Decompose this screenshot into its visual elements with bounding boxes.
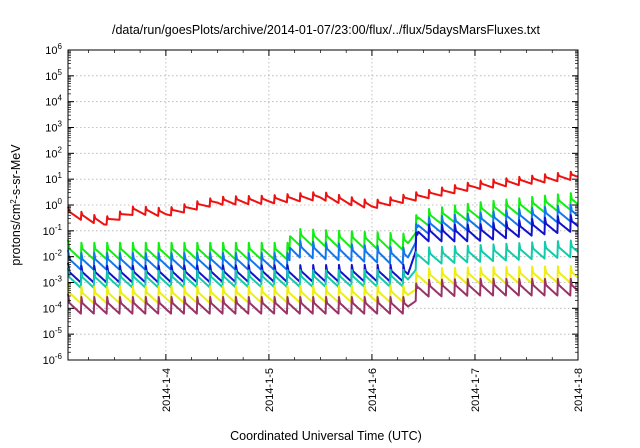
y-axis-label: protons/cm2-s-sr-MeV [9,144,23,266]
y-tick-label: 100 [45,197,62,212]
x-tick-label: 2014-1-8 [573,368,585,412]
series-line [67,277,579,315]
y-tick-label: 103 [45,120,62,135]
x-axis-label: Coordinated Universal Time (UTC) [230,429,422,443]
series-group [67,170,579,315]
y-tick-label: 10-2 [43,249,63,264]
series-line [67,170,579,226]
x-tick-label: 2014-1-7 [470,368,482,412]
y-tick-label: 105 [45,68,62,83]
y-tick-label: 10-5 [43,326,63,341]
y-tick-label: 106 [45,42,62,57]
y-tick-label: 10-4 [43,300,63,315]
y-tick-label: 102 [45,145,62,160]
chart-title: /data/run/goesPlots/archive/2014-01-07/2… [112,23,541,37]
series-line [67,192,579,261]
y-tick-label: 104 [45,94,62,109]
series-line [67,214,579,284]
y-tick-label: 10-6 [43,352,63,367]
x-tick-label: 2014-1-5 [264,368,276,412]
x-tick-label: 2014-1-4 [161,368,173,412]
series-line [67,239,579,289]
y-tick-label: 10-3 [43,275,63,290]
axis-ticks: 10-6 10-5 10-4 10-3 10-2 10-1 100 101 102 103 104 1… [43,42,585,412]
y-tick-label: 10-1 [43,223,63,238]
x-tick-label: 2014-1-6 [367,368,379,412]
y-tick-label: 101 [45,171,62,186]
